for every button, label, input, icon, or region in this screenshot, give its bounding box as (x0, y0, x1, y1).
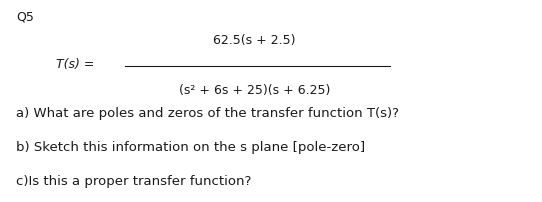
Text: b) Sketch this information on the s plane [pole-zero]: b) Sketch this information on the s plan… (16, 141, 365, 154)
Text: 62.5(s + 2.5): 62.5(s + 2.5) (214, 34, 296, 47)
Text: (s² + 6s + 25)(s + 6.25): (s² + 6s + 25)(s + 6.25) (179, 84, 331, 97)
Text: a) What are poles and zeros of the transfer function T(s)?: a) What are poles and zeros of the trans… (16, 107, 399, 120)
Text: T(s) =: T(s) = (56, 58, 95, 71)
Text: Q5: Q5 (16, 10, 34, 23)
Text: c)Is this a proper transfer function?: c)Is this a proper transfer function? (16, 175, 251, 188)
